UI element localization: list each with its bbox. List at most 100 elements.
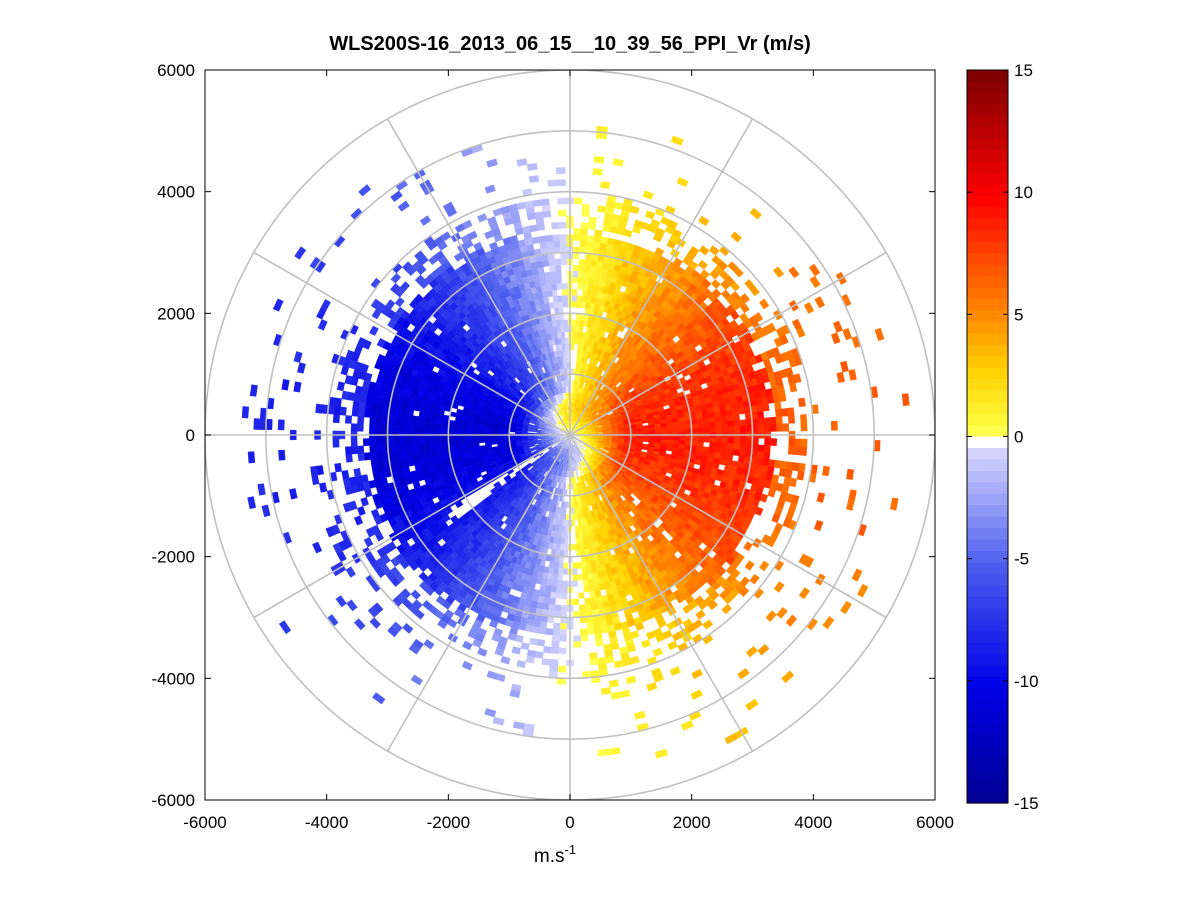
velocity-cell	[411, 442, 419, 450]
velocity-cell	[719, 404, 727, 412]
velocity-cell	[577, 574, 583, 582]
velocity-cell	[714, 416, 722, 423]
velocity-cell	[707, 411, 716, 419]
velocity-cell	[572, 580, 579, 588]
velocity-cell	[418, 416, 426, 423]
velocity-cell	[563, 550, 569, 557]
velocity-cell	[563, 544, 569, 551]
velocity-cell	[564, 325, 569, 332]
velocity-cell	[478, 436, 486, 441]
velocity-cell	[654, 429, 662, 434]
velocity-cell	[624, 431, 632, 435]
velocity-cell	[546, 289, 554, 298]
velocity-cell	[548, 301, 555, 310]
velocity-cell	[582, 283, 589, 291]
velocity-cell	[562, 288, 568, 296]
velocity-cell	[697, 427, 705, 434]
velocity-cell	[721, 442, 729, 450]
velocity-cell	[564, 519, 569, 527]
velocity-cell	[454, 436, 461, 442]
velocity-cell	[570, 489, 574, 497]
velocity-cell	[417, 421, 425, 428]
velocity-cell	[575, 543, 581, 551]
velocity-cell	[435, 436, 443, 443]
velocity-cell	[560, 331, 566, 339]
velocity-cell	[577, 288, 583, 296]
velocity-cell	[709, 427, 717, 433]
velocity-cell	[697, 423, 704, 429]
velocity-cell	[578, 325, 584, 333]
velocity-cell	[696, 418, 704, 425]
velocity-cell	[708, 416, 716, 424]
velocity-cell	[630, 431, 638, 435]
velocity-cell	[562, 574, 568, 582]
velocity-cell	[577, 580, 584, 588]
velocity-cell	[460, 429, 467, 434]
velocity-cell	[567, 386, 570, 393]
velocity-cell	[709, 437, 717, 443]
velocity-cell	[424, 451, 433, 459]
velocity-cell	[430, 422, 437, 429]
velocity-cell	[575, 537, 580, 545]
velocity-cell	[412, 448, 420, 455]
velocity-field	[241, 125, 910, 764]
velocity-cell	[576, 295, 583, 302]
velocity-cell	[581, 567, 588, 575]
velocity-cell	[571, 531, 576, 539]
velocity-cell	[679, 428, 686, 434]
velocity-cell	[466, 439, 474, 445]
velocity-cell	[436, 423, 443, 429]
velocity-cell	[466, 429, 474, 434]
velocity-cell	[539, 584, 547, 592]
velocity-cell	[695, 413, 704, 420]
velocity-cell	[713, 410, 722, 418]
velocity-cell	[555, 586, 563, 594]
velocity-cell	[572, 276, 579, 284]
velocity-cell	[577, 282, 584, 290]
velocity-cell	[559, 319, 565, 327]
velocity-cell	[411, 420, 419, 428]
velocity-cell	[561, 580, 568, 588]
velocity-cell	[697, 441, 704, 447]
velocity-cell	[565, 355, 569, 363]
velocity-cell	[570, 495, 574, 503]
velocity-cell	[558, 562, 564, 569]
velocity-cell	[537, 429, 542, 432]
velocity-cell	[566, 373, 570, 381]
velocity-cell	[721, 437, 729, 444]
velocity-cell	[478, 439, 486, 444]
velocity-cell	[576, 301, 582, 308]
velocity-cell	[551, 573, 559, 581]
velocity-cell	[703, 437, 711, 443]
velocity-cell	[571, 331, 576, 339]
velocity-cell	[560, 325, 565, 333]
velocity-cell	[583, 585, 590, 593]
velocity-cell	[593, 584, 601, 592]
velocity-cell	[564, 343, 569, 351]
velocity-cell	[571, 538, 576, 545]
velocity-cell	[665, 446, 673, 452]
velocity-cell	[435, 427, 443, 434]
velocity-cell	[642, 427, 650, 432]
velocity-cell	[571, 562, 578, 570]
velocity-cell	[502, 435, 510, 439]
velocity-cell	[673, 436, 680, 441]
velocity-cell	[720, 448, 728, 455]
velocity-cell	[588, 584, 595, 593]
velocity-cell	[562, 294, 568, 302]
velocity-cell	[543, 296, 550, 304]
velocity-cell	[571, 519, 576, 527]
velocity-cell	[571, 313, 577, 320]
velocity-cell	[557, 295, 564, 302]
velocity-cell	[562, 355, 567, 363]
velocity-cell	[424, 416, 432, 424]
velocity-cell	[545, 283, 553, 292]
velocity-cell	[673, 429, 680, 434]
velocity-cell	[581, 573, 589, 581]
velocity-cell	[561, 337, 566, 345]
velocity-cell	[448, 436, 455, 442]
velocity-cell	[642, 438, 650, 443]
velocity-cell	[648, 430, 656, 434]
velocity-cell	[685, 436, 692, 442]
velocity-cell	[574, 525, 579, 533]
